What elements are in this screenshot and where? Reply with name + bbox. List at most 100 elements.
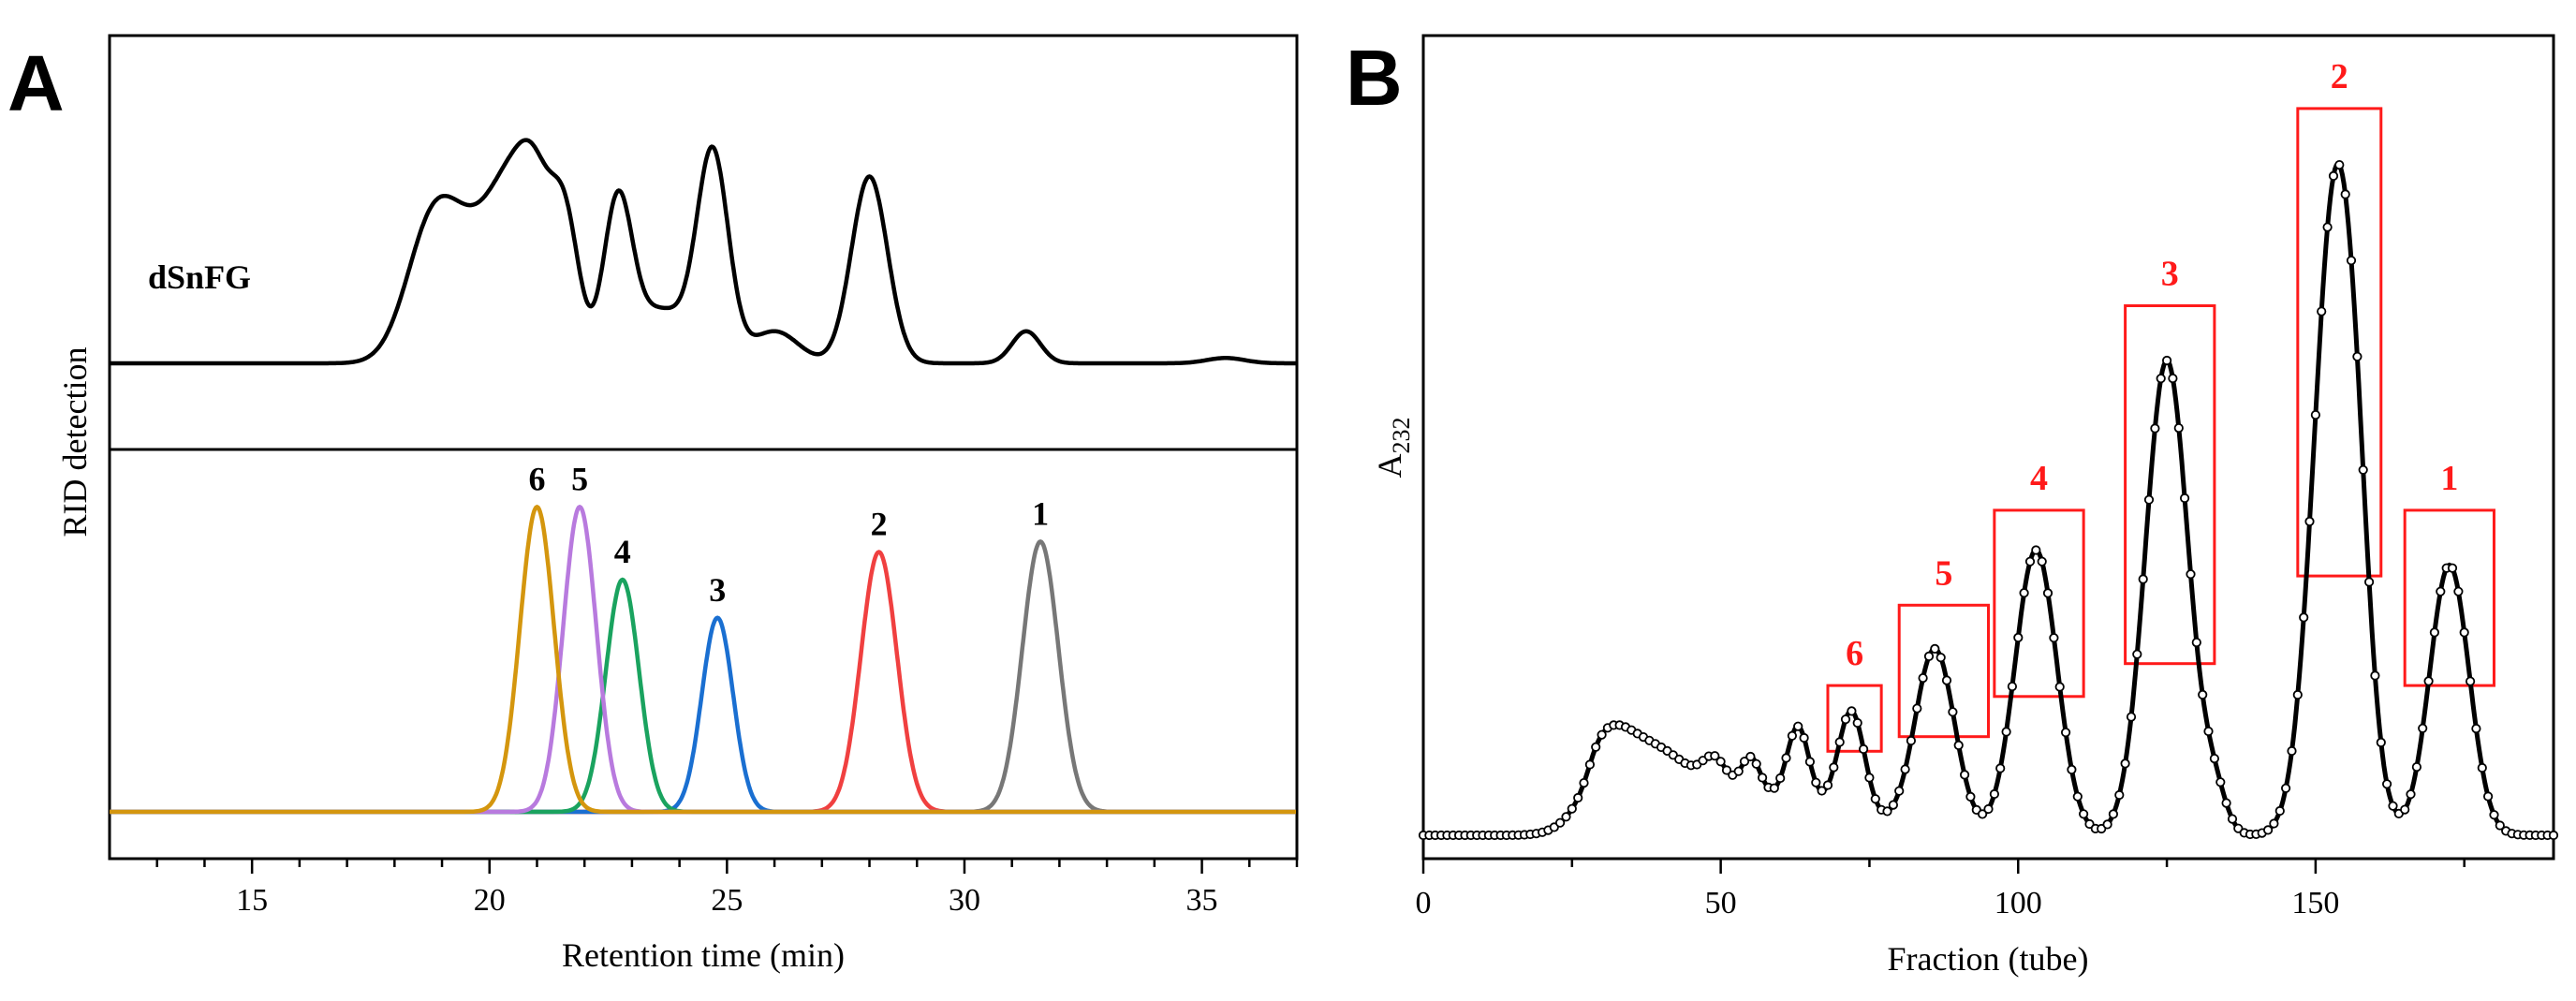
fraction-point <box>2203 726 2214 737</box>
fraction-point <box>2317 306 2327 316</box>
fraction-point <box>1597 729 1607 740</box>
fraction-label-2: 2 <box>2331 57 2348 96</box>
panel-a-x-axis-title: Retention time (min) <box>562 936 845 974</box>
fraction-point <box>1787 730 1798 741</box>
fraction-point <box>2382 779 2392 789</box>
fraction-point <box>2138 574 2148 584</box>
fraction-box-3 <box>2124 304 2216 666</box>
fraction-point <box>2459 627 2469 638</box>
fraction-point <box>1995 763 2006 773</box>
panel-b-frame <box>1421 34 2555 861</box>
fraction-point <box>1799 732 1809 743</box>
fraction-point <box>1918 672 1928 684</box>
fraction-point <box>1793 721 1803 731</box>
panel-b-y-axis-title: A232 <box>1371 418 1415 478</box>
panel-b-x-ticks <box>1421 859 2466 874</box>
fraction-point <box>2079 809 2089 819</box>
fraction-point <box>2388 801 2398 811</box>
fraction-point <box>2037 556 2047 567</box>
fraction-point <box>2007 681 2017 692</box>
fraction-point <box>1989 788 1999 800</box>
standard-trace-6 <box>110 504 1296 815</box>
panel-a-y-axis-title: RID detection <box>56 347 94 537</box>
fraction-box-4 <box>1993 508 2085 699</box>
fraction-point <box>1751 758 1761 769</box>
panel-b-letter: B <box>1346 34 1403 122</box>
fraction-point <box>1721 765 1732 775</box>
fraction-point <box>2209 753 2219 764</box>
fraction-point <box>2471 723 2481 734</box>
fraction-point <box>2364 577 2375 587</box>
fraction-point <box>1882 806 1892 817</box>
fraction-point <box>1584 759 1596 770</box>
fraction-point <box>2198 689 2208 700</box>
fraction-point <box>2352 351 2363 361</box>
standard-label-4: 4 <box>614 533 631 570</box>
fraction-point <box>2406 789 2416 800</box>
fraction-point <box>2436 586 2446 596</box>
panel-b-fraction-boxes: 6 5 4 3 2 1 <box>1826 57 2495 753</box>
fraction-point <box>1781 753 1791 763</box>
fraction-point <box>1906 735 1917 746</box>
fraction-point <box>2489 810 2499 820</box>
fraction-point <box>2483 791 2494 802</box>
fraction-point <box>2019 588 2029 598</box>
panel-a-x-tick-labels: 15 20 25 30 35 <box>236 883 1217 918</box>
fraction-point <box>1965 791 1976 802</box>
fraction-point <box>2548 830 2559 841</box>
fraction-point <box>2334 160 2345 170</box>
fraction-point <box>2411 761 2421 773</box>
fraction-point <box>1555 817 1566 828</box>
fraction-point <box>2001 727 2011 737</box>
fraction-label-4: 4 <box>2030 459 2048 498</box>
fraction-point <box>1804 757 1816 767</box>
fraction-point <box>2453 586 2464 596</box>
fraction-point <box>1870 794 1880 804</box>
x-tick-label: 0 <box>1416 886 1432 920</box>
fraction-point <box>1852 717 1862 729</box>
fraction-point <box>1715 757 1726 767</box>
fraction-point <box>1591 742 1601 752</box>
fraction-point <box>1948 707 1958 717</box>
fraction-point <box>2423 676 2434 686</box>
panel-b-x-axis-title: Fraction (tube) <box>1888 940 2089 978</box>
fraction-point <box>2447 563 2458 573</box>
fraction-point <box>2292 689 2303 700</box>
fraction-point <box>2358 464 2368 475</box>
standard-label-2: 2 <box>871 506 888 543</box>
fraction-point <box>2049 633 2059 643</box>
x-tick-label: 30 <box>949 883 980 918</box>
fraction-point <box>1936 653 1946 663</box>
fraction-point <box>2102 819 2112 830</box>
fraction-point <box>2072 791 2083 802</box>
fraction-point <box>2322 222 2333 232</box>
fraction-point <box>2126 712 2137 722</box>
fraction-point <box>1983 803 1994 815</box>
fraction-point <box>2227 814 2238 824</box>
fraction-point <box>2263 825 2274 835</box>
fraction-point <box>2418 723 2428 733</box>
fraction-point <box>2466 676 2476 686</box>
panel-b-x-tick-labels: 0 50 100 150 <box>1416 886 2340 920</box>
fraction-point <box>2287 745 2297 757</box>
fraction-point <box>1811 777 1821 788</box>
x-tick-label: 35 <box>1186 883 1218 918</box>
fraction-label-3: 3 <box>2161 255 2179 294</box>
fraction-point <box>1923 651 1935 662</box>
fraction-point <box>1561 812 1571 822</box>
fraction-point <box>2061 728 2071 738</box>
x-tick-label: 150 <box>2291 886 2339 920</box>
fraction-point <box>1822 780 1833 790</box>
fraction-point <box>1864 773 1875 783</box>
fraction-point <box>2143 494 2155 505</box>
fraction-point <box>2013 632 2024 643</box>
fraction-point <box>2400 804 2410 815</box>
fraction-point <box>1960 770 1970 780</box>
fraction-point <box>1758 773 1768 783</box>
fraction-point <box>1888 800 1899 810</box>
fraction-point <box>2162 355 2172 366</box>
x-tick-label: 15 <box>236 883 268 918</box>
panel-b: B 0 50 100 150 6 5 4 3 2 1 Fraction (tube) A232 <box>1346 34 2559 978</box>
fraction-point <box>2173 422 2184 434</box>
fraction-point <box>2221 798 2231 808</box>
